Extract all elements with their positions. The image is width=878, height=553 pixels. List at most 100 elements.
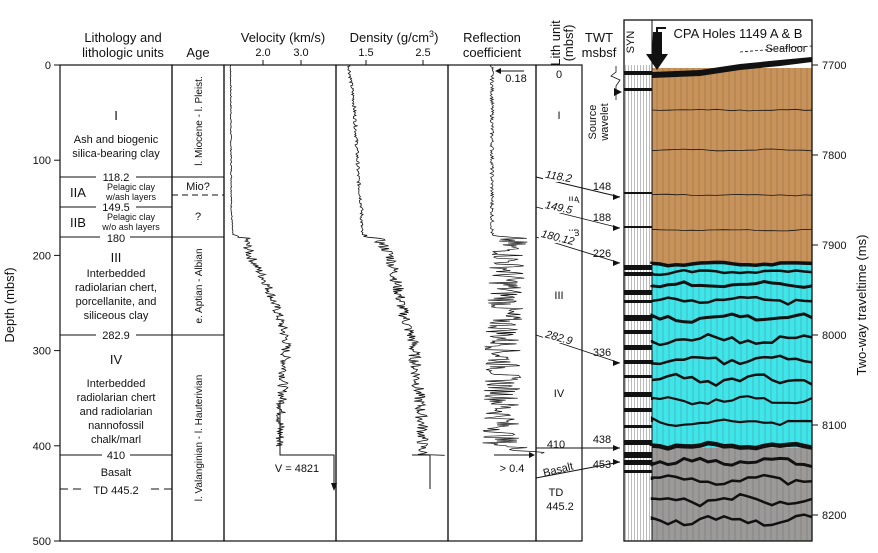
lith-label-bg-3 bbox=[539, 231, 575, 243]
source-wavelet-arrow bbox=[614, 88, 622, 96]
label-bg-410 bbox=[102, 449, 130, 461]
twt-arrow-2 bbox=[613, 225, 620, 231]
age-column: l. Miocene - l. Pleist. Mio? ? e. Aptian… bbox=[172, 76, 224, 501]
density-close: ) bbox=[434, 30, 438, 45]
density-superscript: 3 bbox=[429, 29, 434, 39]
velocity-basalt-step bbox=[279, 402, 335, 489]
lith-label-bg-1 bbox=[543, 170, 575, 182]
source-wavelet-2: wavelet bbox=[599, 103, 611, 141]
rc-basalt-arrow-head bbox=[529, 452, 535, 458]
twt-arrow-3 bbox=[613, 260, 620, 266]
cpa-bracket bbox=[656, 27, 666, 32]
depth-tick-label: 100 bbox=[33, 155, 51, 167]
unit-iv-desc-2: radiolarian chert bbox=[77, 392, 156, 404]
unit-iia-desc-1: Pelagic clay bbox=[107, 182, 156, 192]
unit-i-desc-1: Ash and biogenic bbox=[74, 134, 159, 146]
twt-tick-label: 8100 bbox=[822, 420, 846, 432]
twt-arrow-1 bbox=[613, 194, 620, 200]
twt-value-226: 226 bbox=[593, 248, 611, 260]
twt-tick-label: 7800 bbox=[822, 150, 846, 162]
header-reflection-2: coefficient bbox=[463, 45, 522, 60]
header-twt-2: msbsf bbox=[582, 45, 617, 60]
twt-axis-label: Two-way traveltime (ms) bbox=[854, 235, 869, 376]
unit-iib-desc-2: w/o ash layers bbox=[101, 222, 160, 232]
syn-reflectors bbox=[624, 71, 652, 473]
seismic-reflector-line bbox=[650, 395, 813, 406]
rc-top-arrow-head bbox=[495, 68, 501, 74]
depth-tick-label: 400 bbox=[33, 441, 51, 453]
syn-reflector-band bbox=[624, 88, 652, 91]
seismic-reflector-line bbox=[650, 492, 813, 508]
twt-value-453: 453 bbox=[593, 459, 611, 471]
unit-iii-desc-4: siliceous clay bbox=[84, 310, 149, 322]
boundary-label-2829: 282.9 bbox=[102, 330, 130, 342]
unit-iv-desc-5: chalk/marl bbox=[91, 434, 141, 446]
tie-line-6 bbox=[535, 461, 621, 479]
seismic-reflector-line bbox=[651, 108, 813, 112]
unit-i-desc-2: silica-bearing clay bbox=[72, 148, 160, 160]
synthetic-seismogram: SYN bbox=[624, 31, 652, 541]
lithology-units: I Ash and biogenic silica-bearing clay 1… bbox=[60, 108, 172, 497]
unit-iii-desc-3: porcellanite, and bbox=[76, 296, 157, 308]
cpa-label: CPA Holes 1149 A & B bbox=[674, 26, 803, 41]
lith-unit-0: 0 bbox=[556, 69, 562, 81]
seismic-reflector-line bbox=[651, 148, 813, 152]
header-reflection-1: Reflection bbox=[463, 30, 521, 45]
unit-iv-desc-4: nannofossil bbox=[88, 420, 144, 432]
syn-reflector-band bbox=[624, 440, 652, 445]
boundary-label-410: 410 bbox=[107, 450, 125, 462]
density-column-frame bbox=[335, 64, 449, 542]
twt-axis-ticks: 7700 7800 7900 8000 8100 8200 bbox=[812, 60, 846, 522]
depth-tick-label: 200 bbox=[33, 250, 51, 262]
boundary-label-1182: 118.2 bbox=[103, 172, 130, 184]
seismic-reflector-line bbox=[650, 354, 813, 366]
reflection-coefficient-curve bbox=[482, 64, 545, 454]
syn-reflector-band bbox=[624, 226, 652, 228]
unit-basalt-desc: Basalt bbox=[101, 467, 132, 479]
boundary-label-180: 180 bbox=[107, 233, 125, 245]
boundary-label-1495: 149.5 bbox=[102, 202, 130, 214]
syn-reflector-band bbox=[624, 192, 652, 194]
syn-reflector-band bbox=[624, 345, 652, 350]
unit-iv-desc-1: Interbedded bbox=[87, 378, 146, 390]
density-basalt-step bbox=[412, 454, 431, 489]
unit-iii-desc-2: radiolarian chert, bbox=[75, 282, 157, 294]
age-label-2: Mio? bbox=[186, 181, 210, 193]
seismic-reflector-line bbox=[651, 193, 813, 197]
header-lithology-1: Lithology and bbox=[84, 30, 161, 45]
lith-td: TD bbox=[549, 487, 564, 499]
seismic-reflector-line bbox=[650, 268, 813, 277]
seismic-section bbox=[649, 20, 813, 541]
seismic-reflector-line bbox=[649, 440, 813, 451]
twt-value-188: 188 bbox=[593, 212, 611, 224]
source-wavelet-1: Source bbox=[587, 105, 599, 140]
seismic-reflector-line bbox=[650, 279, 813, 289]
density-curve bbox=[346, 64, 445, 456]
unit-iib-roman: IIB bbox=[70, 215, 86, 230]
seismic-reflector-line bbox=[651, 372, 813, 387]
velocity-basalt-label: V = 4821 bbox=[275, 463, 319, 475]
unit-iia-desc-2: w/ash layers bbox=[105, 192, 157, 202]
age-label-1: l. Miocene - l. Pleist. bbox=[194, 76, 205, 165]
label-bg-td bbox=[84, 483, 148, 496]
label-bg-180 bbox=[100, 232, 130, 244]
syn-reflector-band bbox=[624, 460, 652, 465]
lith-unit-iii: III bbox=[554, 290, 563, 302]
twt-tick-label: 8000 bbox=[822, 330, 846, 342]
boundary-label-td: TD 445.2 bbox=[93, 485, 138, 497]
seismic-reflector-line bbox=[651, 228, 813, 232]
syn-reflector-band bbox=[624, 408, 652, 412]
header-twt-1: TWT bbox=[585, 30, 613, 45]
unit-i-roman: I bbox=[114, 108, 118, 123]
lith-td-depth: 445.2 bbox=[546, 501, 574, 513]
unit-iia-roman: IIA bbox=[70, 185, 86, 200]
syn-reflector-band bbox=[624, 71, 652, 75]
syn-reflector-band bbox=[624, 425, 652, 428]
header-lith-unit-1: Lith unit bbox=[548, 20, 563, 66]
unit-iv-desc-3: and radiolarian bbox=[80, 406, 153, 418]
age-label-4: e. Aptian - Albian bbox=[194, 248, 205, 323]
twt-value-438: 438 bbox=[593, 434, 611, 446]
density-label: Density (g/cm bbox=[350, 30, 429, 45]
seismic-reflector-line bbox=[650, 473, 813, 486]
